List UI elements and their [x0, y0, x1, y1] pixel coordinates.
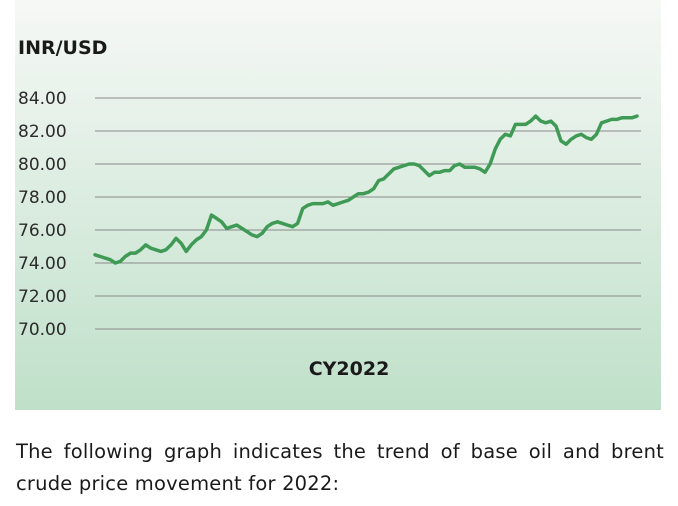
y-tick-label: 84.00 — [18, 89, 67, 109]
y-tick-label: 76.00 — [18, 221, 67, 241]
chart-title: INR/USD — [18, 37, 107, 59]
series-line — [93, 114, 639, 265]
y-tick-label: 72.00 — [18, 287, 67, 307]
y-tick-label: 80.00 — [18, 155, 67, 175]
x-axis-label: CY2022 — [309, 358, 390, 380]
inr-usd-line-chart: INR/USD 84.00 82.00 80.00 78.00 76.00 74.00 72… — [15, 0, 661, 410]
y-tick-label: 78.00 — [18, 188, 67, 208]
y-tick-label: 74.00 — [18, 254, 67, 274]
y-tick-label: 82.00 — [18, 122, 67, 142]
y-tick-label: 70.00 — [18, 320, 67, 340]
gridlines — [95, 97, 641, 330]
caption-text: The following graph indicates the trend … — [16, 440, 664, 495]
series-layer — [93, 114, 639, 265]
y-axis-tick-labels: 84.00 82.00 80.00 78.00 76.00 74.00 72.00 70.00 — [18, 89, 67, 340]
chart-panel: INR/USD 84.00 82.00 80.00 78.00 76.00 74.00 72… — [15, 0, 661, 410]
